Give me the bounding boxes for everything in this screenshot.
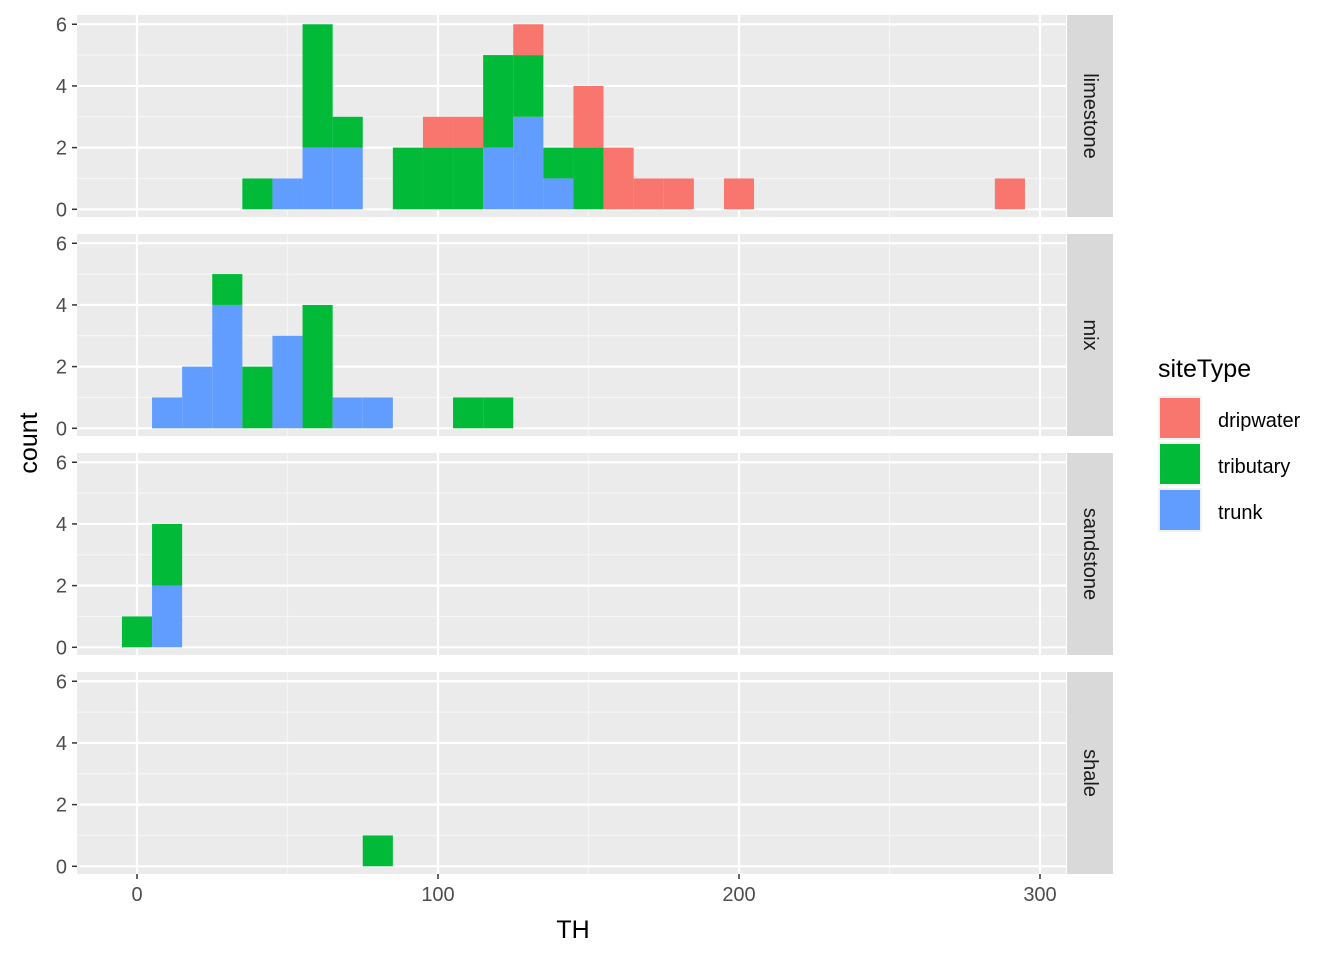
bar-tributary bbox=[483, 397, 514, 429]
bar-trunk bbox=[152, 397, 183, 429]
bar-tributary bbox=[392, 147, 423, 210]
panel-limestone: 0 2 4 6 limestone bbox=[56, 14, 1113, 221]
x-tick-label: 100 bbox=[421, 884, 454, 906]
panel-sandstone: 0 2 4 6 sandstone bbox=[56, 452, 1113, 659]
y-tick-label: 6 bbox=[56, 671, 67, 693]
bar-trunk bbox=[212, 304, 243, 429]
bar-trunk bbox=[302, 147, 333, 210]
bar-dripwater bbox=[723, 178, 755, 210]
bar-tributary bbox=[543, 147, 574, 179]
bar-dripwater bbox=[513, 24, 544, 56]
panel-background bbox=[77, 453, 1066, 655]
y-tick-label: 4 bbox=[56, 295, 67, 317]
legend-label-trunk: trunk bbox=[1218, 502, 1263, 524]
y-tick-label: 0 bbox=[56, 637, 67, 659]
legend-swatch-dripwater bbox=[1160, 398, 1200, 438]
bar-trunk bbox=[332, 397, 363, 429]
bar-tributary bbox=[302, 24, 333, 148]
bar-tributary bbox=[242, 366, 273, 429]
bar-trunk bbox=[272, 178, 303, 210]
legend-swatch-tributary bbox=[1160, 444, 1200, 484]
bar-trunk bbox=[152, 585, 183, 648]
x-axis-title: TH bbox=[556, 916, 589, 944]
bar-tributary bbox=[513, 55, 544, 117]
bar-dripwater bbox=[663, 178, 694, 210]
y-tick-label: 0 bbox=[56, 199, 67, 221]
y-tick-label: 0 bbox=[56, 856, 67, 878]
bar-trunk bbox=[543, 178, 574, 210]
bar-tributary bbox=[362, 835, 393, 867]
bar-trunk bbox=[483, 147, 514, 210]
panel-background bbox=[77, 672, 1066, 874]
legend-label-tributary: tributary bbox=[1218, 456, 1290, 478]
y-tick-label: 2 bbox=[56, 795, 67, 817]
bar-dripwater bbox=[633, 178, 664, 210]
y-tick-label: 6 bbox=[56, 233, 67, 255]
facet-strip bbox=[1067, 234, 1113, 436]
y-tick-label: 4 bbox=[56, 733, 67, 755]
facet-panels: 0 2 4 6 limestone 0 2 4 6 mix 0 2 4 6 sandstone 0 2 4 6 sha… bbox=[56, 14, 1113, 878]
facet-strip bbox=[1067, 453, 1113, 655]
y-tick-label: 2 bbox=[56, 357, 67, 379]
bar-tributary bbox=[121, 616, 153, 648]
y-tick-label: 2 bbox=[56, 138, 67, 160]
bar-dripwater bbox=[994, 178, 1025, 210]
bar-tributary bbox=[483, 55, 514, 148]
bar-tributary bbox=[422, 147, 454, 210]
y-axis-title: count bbox=[15, 412, 43, 473]
y-tick-label: 2 bbox=[56, 576, 67, 598]
facet-strip bbox=[1067, 15, 1113, 217]
legend: siteType dripwater tributary trunk bbox=[1158, 355, 1301, 532]
bar-tributary bbox=[332, 116, 363, 148]
bar-tributary bbox=[573, 147, 604, 210]
bar-tributary bbox=[302, 304, 333, 429]
y-tick-label: 6 bbox=[56, 14, 67, 36]
bar-tributary bbox=[453, 397, 484, 429]
y-tick-label: 4 bbox=[56, 76, 67, 98]
bar-tributary bbox=[152, 523, 183, 586]
bar-tributary bbox=[453, 147, 484, 210]
bar-tributary bbox=[212, 274, 243, 305]
facet-strip-label: mix bbox=[1079, 319, 1101, 350]
x-tick-label: 0 bbox=[131, 884, 142, 906]
facet-strip-label: limestone bbox=[1079, 73, 1101, 159]
bar-trunk bbox=[362, 397, 393, 429]
bar-tributary bbox=[242, 178, 273, 210]
bar-trunk bbox=[182, 366, 213, 429]
y-tick-label: 6 bbox=[56, 452, 67, 474]
facet-strip-label: shale bbox=[1079, 749, 1101, 797]
bar-dripwater bbox=[573, 85, 604, 148]
bar-trunk bbox=[272, 335, 303, 429]
bar-trunk bbox=[332, 147, 363, 210]
legend-title: siteType bbox=[1158, 355, 1251, 383]
x-axis: 0 100 200 300 bbox=[131, 874, 1057, 906]
legend-label-dripwater: dripwater bbox=[1218, 410, 1301, 432]
x-tick-label: 300 bbox=[1023, 884, 1056, 906]
bar-dripwater bbox=[603, 147, 634, 210]
facet-strip-label: sandstone bbox=[1079, 508, 1101, 600]
y-tick-label: 4 bbox=[56, 514, 67, 536]
panel-shale: 0 2 4 6 shale bbox=[56, 671, 1113, 878]
bar-dripwater bbox=[453, 116, 484, 148]
y-tick-label: 0 bbox=[56, 418, 67, 440]
panel-mix: 0 2 4 6 mix bbox=[56, 233, 1113, 440]
legend-swatch-trunk bbox=[1160, 490, 1200, 530]
bar-dripwater bbox=[422, 116, 454, 148]
bar-trunk bbox=[513, 116, 544, 210]
x-tick-label: 200 bbox=[722, 884, 755, 906]
facet-strip bbox=[1067, 672, 1113, 874]
